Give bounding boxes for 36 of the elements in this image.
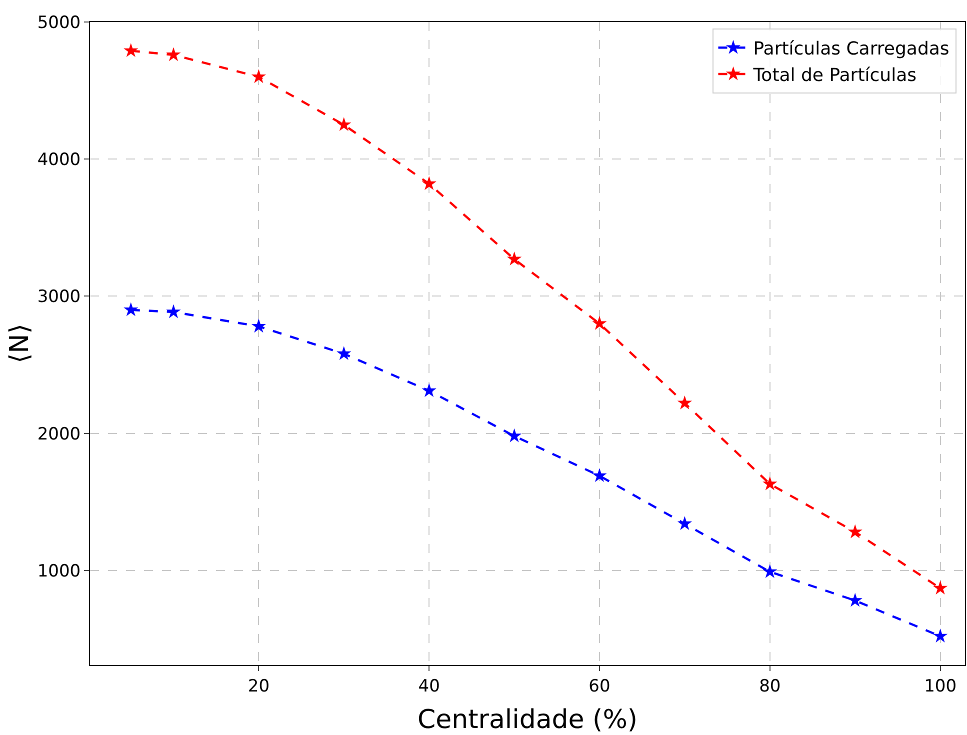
- point: [251, 69, 266, 84]
- legend-label: Partículas Carregadas: [753, 38, 950, 60]
- point: [932, 628, 948, 642]
- point: [166, 47, 181, 62]
- x-tick-label: 20: [248, 676, 270, 696]
- y-axis-title: ⟨N⟩: [5, 324, 35, 364]
- x-tick-label: 60: [588, 676, 610, 696]
- point: [124, 43, 138, 58]
- point: [677, 516, 692, 530]
- y-tick-label: 2000: [37, 424, 81, 444]
- legend-label: Total de Partículas: [752, 65, 916, 86]
- y-tick-label: 4000: [37, 150, 81, 170]
- point: [848, 592, 862, 607]
- point: [762, 476, 778, 490]
- y-tick-label: 5000: [37, 12, 81, 33]
- x-tick-label: 100: [924, 676, 957, 696]
- point: [336, 117, 352, 132]
- point: [422, 176, 436, 190]
- point: [592, 468, 607, 482]
- y-tick-label: 1000: [37, 561, 81, 582]
- point: [166, 304, 181, 318]
- point: [677, 395, 692, 410]
- point: [762, 564, 778, 578]
- point: [506, 251, 522, 266]
- point: [932, 580, 948, 594]
- point: [422, 383, 436, 398]
- x-tick-label: 80: [759, 676, 781, 696]
- point: [848, 524, 862, 538]
- point: [592, 316, 607, 330]
- y-tick-label: 3000: [37, 287, 81, 308]
- point: [506, 428, 522, 442]
- point: [124, 302, 138, 316]
- x-tick-label: 40: [418, 676, 440, 696]
- point: [336, 346, 352, 360]
- point: [251, 318, 266, 333]
- x-axis-title: Centralidade (%): [417, 705, 638, 735]
